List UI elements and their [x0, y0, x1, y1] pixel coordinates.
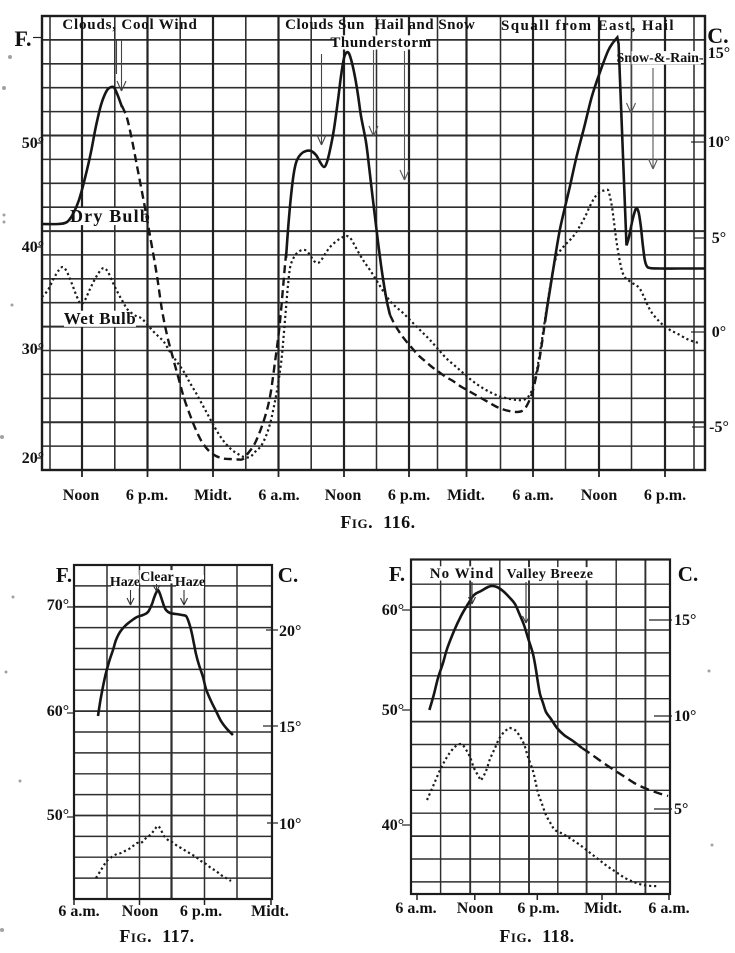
svg-text:Noon: Noon	[325, 487, 362, 504]
svg-text:Dry Bulb: Dry Bulb	[70, 206, 151, 226]
svg-text:10°: 10°	[674, 708, 696, 725]
svg-text:70°: 70°	[47, 597, 69, 614]
svg-text:-5°: -5°	[709, 419, 729, 436]
svg-text:15°: 15°	[674, 612, 696, 629]
svg-text:15°: 15°	[279, 719, 301, 736]
svg-text:Noon: Noon	[581, 487, 618, 504]
svg-text:Wet Bulb: Wet Bulb	[64, 309, 137, 328]
svg-text:F.: F.	[56, 563, 72, 587]
svg-text:6 a.m.: 6 a.m.	[512, 487, 553, 504]
svg-text:Midt.: Midt.	[584, 900, 622, 917]
svg-text:Fig. 118.: Fig. 118.	[499, 926, 574, 946]
svg-text:Haze: Haze	[110, 575, 140, 590]
svg-text:6 a.m.: 6 a.m.	[258, 487, 299, 504]
svg-text:6 a.m.: 6 a.m.	[648, 900, 689, 917]
svg-text:F.: F.	[389, 562, 405, 586]
svg-text:6 p.m.: 6 p.m.	[180, 903, 222, 920]
svg-text:Snow-&-Rain-: Snow-&-Rain-	[616, 51, 703, 66]
svg-text:Midt.: Midt.	[251, 903, 289, 920]
svg-text:60°: 60°	[47, 703, 69, 720]
svg-text:10°: 10°	[708, 134, 730, 151]
svg-text:Noon: Noon	[122, 903, 159, 920]
svg-text:Fig. 117.: Fig. 117.	[119, 926, 194, 946]
svg-text:6 p.m.: 6 p.m.	[517, 900, 559, 917]
svg-text:50°: 50°	[22, 135, 44, 152]
svg-text:Noon: Noon	[63, 487, 100, 504]
svg-text:40°: 40°	[382, 817, 404, 834]
svg-text:10°: 10°	[279, 816, 301, 833]
svg-text:20°: 20°	[22, 450, 44, 467]
svg-text:50°: 50°	[382, 702, 404, 719]
svg-text:Clouds, Cool Wind: Clouds, Cool Wind	[62, 17, 197, 33]
svg-text:5°: 5°	[674, 801, 688, 818]
svg-text:Valley Breeze: Valley Breeze	[507, 567, 594, 582]
svg-text:Squall from East, Hail: Squall from East, Hail	[501, 18, 675, 34]
svg-text:30°: 30°	[22, 341, 44, 358]
svg-text:50°: 50°	[47, 807, 69, 824]
svg-text:0°: 0°	[712, 324, 726, 341]
svg-text:C.: C.	[707, 23, 728, 48]
svg-text:15°: 15°	[708, 45, 730, 62]
svg-text:20°: 20°	[279, 623, 301, 640]
svg-text:No Wind: No Wind	[430, 566, 494, 582]
svg-text:5°: 5°	[712, 230, 726, 247]
svg-text:6 a.m.: 6 a.m.	[58, 903, 99, 920]
svg-text:40°: 40°	[22, 239, 44, 256]
svg-text:C.: C.	[678, 562, 698, 586]
svg-text:6 p.m.: 6 p.m.	[126, 487, 168, 504]
svg-text:6 p.m.: 6 p.m.	[644, 487, 686, 504]
svg-text:6 a.m.: 6 a.m.	[395, 900, 436, 917]
svg-text:6 p.m.: 6 p.m.	[388, 487, 430, 504]
svg-text:F.: F.	[15, 26, 32, 51]
svg-text:Haze: Haze	[175, 575, 205, 590]
svg-text:Noon: Noon	[457, 900, 494, 917]
svg-text:Hail and Snow: Hail and Snow	[375, 17, 476, 33]
svg-text:C.: C.	[278, 563, 298, 587]
svg-text:Thunderstorm: Thunderstorm	[330, 35, 431, 51]
svg-text:Fig. 116.: Fig. 116.	[340, 512, 415, 532]
svg-text:Clear: Clear	[140, 570, 173, 585]
svg-text:Midt.: Midt.	[194, 487, 232, 504]
svg-text:Clouds Sun: Clouds Sun	[285, 17, 365, 33]
svg-text:Midt.: Midt.	[447, 487, 485, 504]
svg-text:60°: 60°	[382, 602, 404, 619]
